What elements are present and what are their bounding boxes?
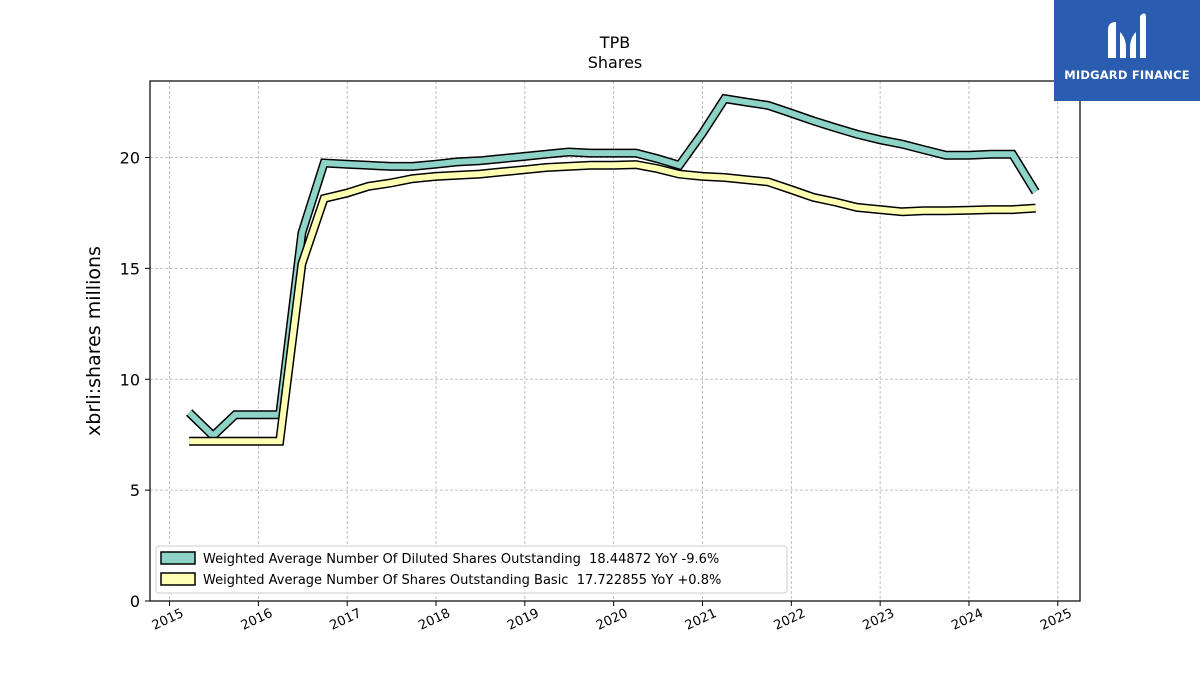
legend-swatch-diluted xyxy=(160,551,196,565)
series-layer xyxy=(185,93,1040,446)
series-0 xyxy=(185,93,1040,443)
brand-name: MIDGARD FINANCE xyxy=(1064,68,1190,82)
x-tick-label: 2023 xyxy=(860,606,896,634)
x-tick-label: 2025 xyxy=(1038,606,1074,634)
x-tick-label: 2015 xyxy=(150,606,186,634)
series-line xyxy=(187,95,1039,440)
chart-title: TPB xyxy=(599,33,630,52)
x-tick-label: 2020 xyxy=(594,606,630,634)
x-tick-label: 2019 xyxy=(505,606,541,634)
series-line xyxy=(189,161,1036,445)
x-tick-label: 2024 xyxy=(949,606,985,634)
legend: Weighted Average Number Of Diluted Share… xyxy=(155,545,788,594)
y-tick-label: 10 xyxy=(120,370,140,389)
y-axis-label: xbrli:shares millions xyxy=(83,246,105,436)
legend-swatch-basic xyxy=(160,572,196,586)
chart-subtitle: Shares xyxy=(588,53,643,72)
series-1 xyxy=(189,160,1036,446)
x-tick-label: 2016 xyxy=(239,606,275,634)
logo-mark-icon xyxy=(1108,13,1146,58)
legend-label-basic: Weighted Average Number Of Shares Outsta… xyxy=(203,573,721,588)
y-axis: 0 5 10 15 20 xyxy=(120,149,150,611)
series-line-outline xyxy=(189,160,1036,446)
series-line-outline xyxy=(185,93,1040,443)
legend-box xyxy=(155,545,788,594)
y-tick-label: 5 xyxy=(130,481,140,500)
plot-area-border xyxy=(149,80,1081,602)
legend-label-diluted: Weighted Average Number Of Diluted Share… xyxy=(203,552,719,567)
x-axis: 2015 2016 2017 2018 2019 2020 2021 2022 2023 2024… xyxy=(150,601,1074,634)
y-tick-label: 15 xyxy=(120,259,140,278)
brand-logo: MIDGARD FINANCE xyxy=(1054,0,1200,101)
x-tick-label: 2017 xyxy=(328,606,364,634)
y-tick-label: 0 xyxy=(130,592,140,611)
x-tick-label: 2022 xyxy=(772,606,808,634)
x-tick-label: 2018 xyxy=(416,606,452,634)
y-tick-label: 20 xyxy=(120,149,140,168)
x-tick-label: 2021 xyxy=(683,606,719,634)
